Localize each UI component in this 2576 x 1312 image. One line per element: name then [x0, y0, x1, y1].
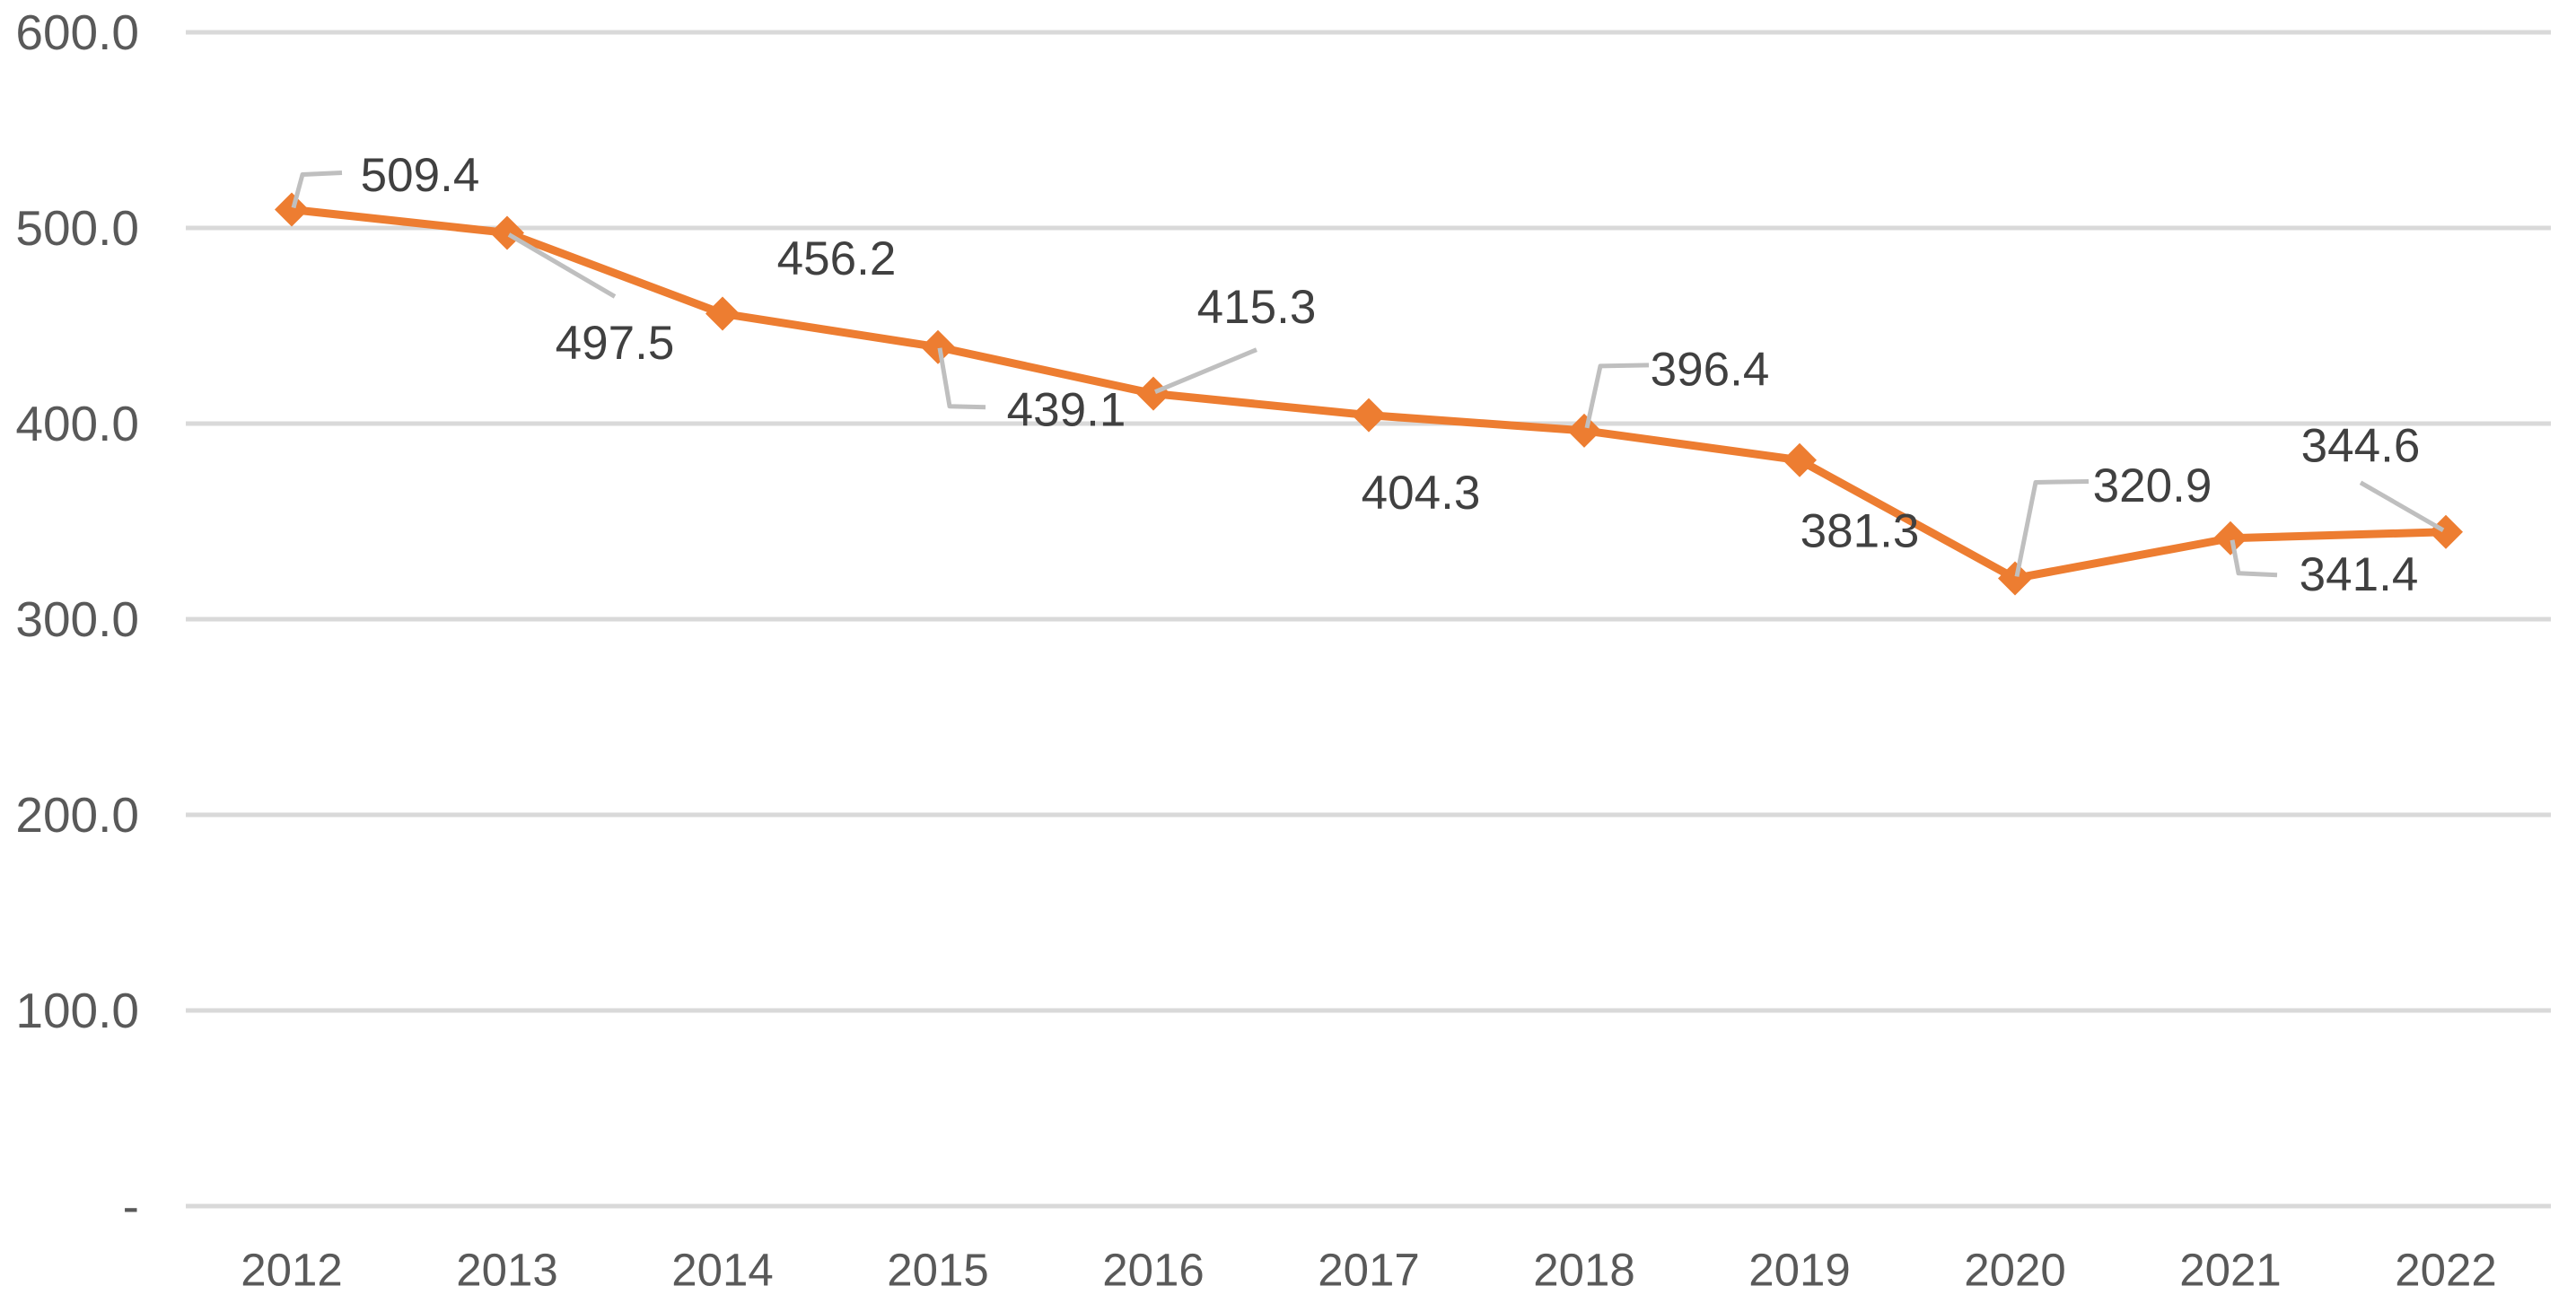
data-label: 415.3 [1197, 281, 1317, 334]
x-axis-tick-label: 2016 [1102, 1245, 1204, 1296]
markers-group [275, 192, 2463, 596]
data-label: 456.2 [777, 232, 897, 285]
y-axis-tick-label: 200.0 [15, 787, 139, 843]
data-label-leader-line [2014, 478, 2090, 577]
data-label: 320.9 [2093, 459, 2212, 512]
data-label-leader-line [2230, 539, 2278, 578]
data-label: 439.1 [1007, 383, 1126, 436]
y-axis-tick-label: 300.0 [15, 591, 139, 647]
x-axis-tick-label: 2022 [2395, 1245, 2496, 1296]
data-label-leader-line [1154, 347, 1257, 394]
x-axis-tick-label: 2020 [1964, 1245, 2065, 1296]
data-label: 381.3 [1801, 504, 1920, 557]
data-point-marker [1136, 376, 1170, 411]
data-label-leader-line [2359, 480, 2445, 532]
x-axis-tick-label: 2018 [1533, 1245, 1634, 1296]
x-axis-tick-labels: 2012 2013 2014 2015 2016 2017 2018 2019 2020 2021… [241, 1245, 2496, 1296]
data-label: 509.4 [361, 149, 480, 202]
x-axis-tick-label: 2015 [887, 1245, 988, 1296]
data-point-marker [490, 215, 524, 250]
data-label-leader-line [1584, 363, 1650, 429]
data-point-marker [2213, 520, 2247, 555]
data-label: 497.5 [556, 317, 675, 370]
y-axis-tick-label: 500.0 [15, 200, 139, 256]
data-label: 404.3 [1362, 467, 1481, 520]
x-axis-tick-label: 2017 [1318, 1245, 1419, 1296]
data-point-marker [275, 192, 309, 227]
data-point-marker [2429, 514, 2463, 549]
series-line [287, 206, 2450, 582]
data-point-marker [1567, 413, 1601, 448]
x-axis-tick-label: 2012 [241, 1245, 342, 1296]
x-axis-tick-label: 2021 [2179, 1245, 2281, 1296]
data-label-leader-line [937, 347, 986, 410]
y-axis-tick-label: 400.0 [15, 396, 139, 451]
leader-lines-group [291, 171, 2445, 578]
data-point-marker [705, 296, 740, 331]
data-label-leader-line [291, 171, 343, 209]
data-point-marker [1998, 561, 2032, 596]
x-axis-tick-label: 2014 [671, 1245, 773, 1296]
y-axis-tick-label: 100.0 [15, 983, 139, 1038]
data-label-leader-line [507, 232, 617, 299]
y-axis-tick-labels: - 100.0 200.0 300.0 400.0 500.0 600.0 [15, 4, 139, 1234]
x-axis-tick-label: 2013 [456, 1245, 557, 1296]
x-axis-tick-label: 2019 [1748, 1245, 1850, 1296]
y-axis-tick-label: 600.0 [15, 4, 139, 60]
y-axis-tick-label: - [123, 1178, 139, 1234]
data-labels-group: 509.4 497.5 456.2 439.1 415.3 404.3 396.4 381.3… [361, 149, 2421, 601]
data-label: 341.4 [2300, 548, 2419, 601]
series-group [287, 206, 2450, 582]
data-label: 396.4 [1651, 343, 1770, 396]
gridlines-group [186, 30, 2551, 1209]
data-point-marker [921, 329, 955, 364]
data-point-marker [1352, 398, 1386, 433]
data-label: 344.6 [2301, 419, 2421, 472]
data-point-marker [1783, 442, 1817, 477]
